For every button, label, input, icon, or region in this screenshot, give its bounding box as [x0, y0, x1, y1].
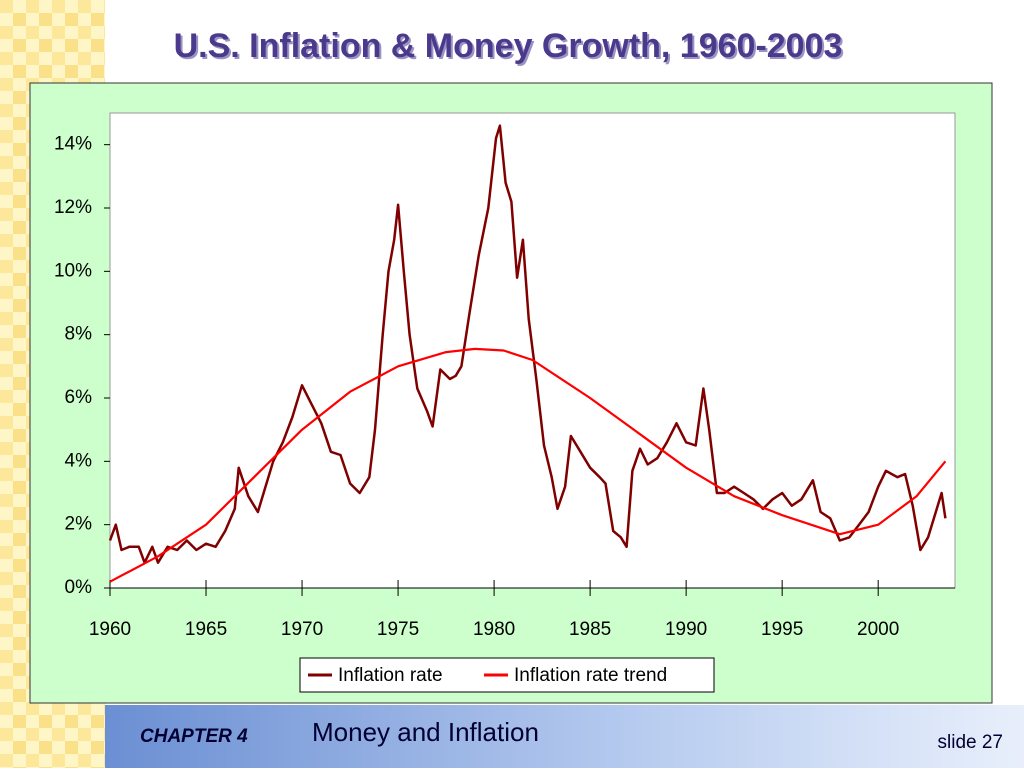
legend [299, 657, 715, 693]
y-tick-label: 4% [65, 450, 93, 471]
x-tick-label: 2000 [857, 619, 899, 640]
x-tick-label: 1985 [569, 619, 611, 640]
x-tick-label: 1965 [185, 619, 227, 640]
y-tick-label: 10% [54, 260, 92, 281]
y-tick-label: 2% [65, 514, 93, 535]
legend-label: Inflation rate trend [514, 665, 667, 686]
topic: Money and Inflation [312, 717, 539, 747]
y-tick-label: 12% [54, 197, 92, 218]
legend-label: Inflation rate [338, 665, 443, 686]
series-line [109, 347, 947, 583]
x-tick-label: 1980 [473, 619, 515, 640]
x-tick-label: 1970 [281, 619, 323, 640]
x-tick-label: 1995 [761, 619, 803, 640]
y-tick-label: 14% [54, 134, 92, 155]
y-tick-label: 8% [65, 324, 93, 345]
slide-number: slide 27 [938, 732, 1004, 753]
series-line [108, 124, 947, 564]
chapter: CHAPTER 4 [140, 726, 248, 747]
y-tick-label: 6% [65, 387, 93, 408]
footer-bar [105, 705, 1024, 768]
x-tick-label: 1960 [89, 619, 131, 640]
chart-title: U.S. Inflation & Money Growth, 1960-2003 [174, 27, 843, 65]
y-tick-label: 0% [65, 577, 93, 598]
plot: 0% 2% 4% 6% 8% 10% 12% 14% 1960 1965 1970 1975 1980 1… [54, 124, 955, 640]
title-shadow: U.S. Inflation & Money Growth, 1960-2003 [176, 29, 845, 67]
x-tick-label: 1990 [665, 619, 707, 640]
x-tick-label: 1975 [377, 619, 419, 640]
